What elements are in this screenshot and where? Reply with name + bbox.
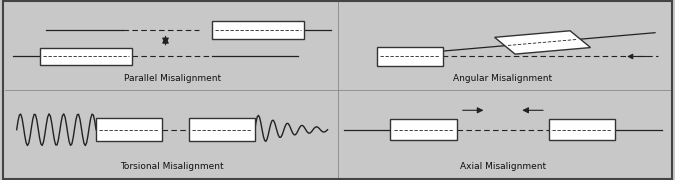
Bar — [40, 48, 132, 65]
Bar — [390, 119, 456, 140]
Bar — [189, 118, 255, 141]
Text: Angular Misalignment: Angular Misalignment — [454, 74, 552, 83]
Bar — [495, 31, 591, 54]
Bar — [549, 119, 616, 140]
Text: Torsional Misalignment: Torsional Misalignment — [120, 162, 224, 171]
Text: Parallel Misalignment: Parallel Misalignment — [124, 74, 221, 83]
Bar — [96, 118, 162, 141]
Text: Axial Misalignment: Axial Misalignment — [460, 162, 546, 171]
Bar — [212, 21, 304, 39]
Bar — [377, 47, 443, 66]
